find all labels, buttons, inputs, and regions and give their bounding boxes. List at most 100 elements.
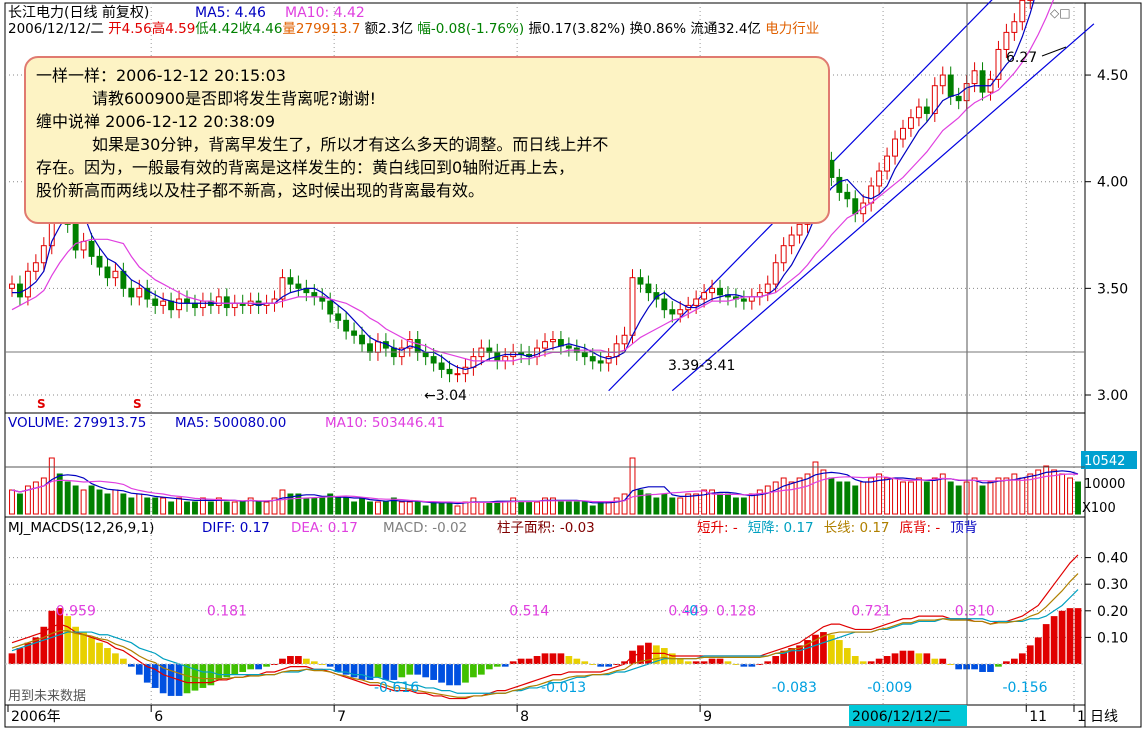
macd-bar <box>390 664 398 680</box>
candle-body <box>836 176 843 193</box>
macd-bar <box>493 664 501 667</box>
macd-value-label: -0.616 <box>374 680 419 696</box>
macd-bar <box>135 664 143 675</box>
candle-body <box>112 270 119 279</box>
macd-value-label: 0.721 <box>851 603 891 619</box>
candle-body <box>96 255 103 268</box>
macd-bar <box>796 645 803 664</box>
macd-value-label: 0.514 <box>509 603 549 619</box>
macd-bar <box>414 664 422 675</box>
macd-bar <box>231 664 239 675</box>
candle-body <box>184 298 190 304</box>
volume-bar <box>311 497 318 515</box>
macd-bar <box>653 645 660 664</box>
volume-bar <box>1011 473 1018 515</box>
volume-bar <box>367 501 373 515</box>
volume-bar <box>88 485 95 515</box>
macd-bar <box>501 664 509 667</box>
macd-bar <box>533 656 541 664</box>
long-line <box>11 573 1079 698</box>
volume-bar <box>279 489 286 515</box>
macd-bar <box>621 661 628 664</box>
candle-body <box>931 85 938 114</box>
macd-bar <box>557 653 565 664</box>
volume-bar <box>120 493 127 515</box>
volume-bar <box>725 493 731 515</box>
candle-body <box>939 74 946 87</box>
quote-line: 2006/12/12/二 开4.56高4.59低4.42收4.46量279913… <box>8 20 819 37</box>
macd-bar <box>629 650 636 664</box>
macd-bar <box>446 664 453 686</box>
candle-body <box>597 360 604 364</box>
candle-body <box>542 341 548 349</box>
macd-bar <box>120 658 127 664</box>
volume-bar <box>112 489 119 515</box>
period-label[interactable]: 日线 <box>1090 709 1118 725</box>
volume-bar <box>215 497 222 515</box>
candle-body <box>160 300 167 306</box>
volume-bar <box>478 501 485 515</box>
volume-bar <box>709 489 716 515</box>
candle-body <box>32 262 39 272</box>
candle-body <box>104 266 111 279</box>
volume-bar <box>48 457 55 515</box>
diff-line <box>11 554 1079 700</box>
volume-label: VOLUME: 279913.75 <box>8 415 146 431</box>
volume-bar <box>510 497 517 515</box>
volume-bar <box>613 497 620 515</box>
time-tick-label: 8 <box>520 709 529 725</box>
volume-ma10-line <box>11 473 1079 503</box>
volume-bar <box>287 493 294 515</box>
macd-bar <box>581 661 589 664</box>
candle-body <box>176 298 183 311</box>
candle-body <box>422 351 429 358</box>
volume-bar <box>1059 473 1066 515</box>
macd-bar <box>1026 645 1034 664</box>
candle-body <box>613 343 620 358</box>
volume-bar <box>955 485 962 515</box>
candle-body <box>199 300 206 309</box>
candle-body <box>860 202 867 215</box>
volume-bar <box>923 481 930 515</box>
candle-body <box>430 356 437 364</box>
volume-bar <box>1019 477 1026 515</box>
macd-bar <box>32 637 40 664</box>
macd-bar <box>112 653 119 664</box>
note-line-3: 缠中说禅 2006-12-12 20:38:09 <box>36 112 276 131</box>
volume-bar <box>72 485 79 515</box>
note-line-2: 请教600900是否即将发生背离呢?谢谢! <box>92 89 376 108</box>
window-controls-icon[interactable]: ◇□ <box>1050 6 1071 20</box>
macd-bar <box>462 664 469 683</box>
macd-bar <box>310 661 318 664</box>
candle-body <box>374 341 381 353</box>
candle-body <box>947 74 954 97</box>
macd-bar <box>613 664 620 665</box>
macd-tick-label: 0.40 <box>1097 551 1128 567</box>
time-tick-label: 2006年 <box>11 709 61 725</box>
volume-bar <box>1051 469 1058 515</box>
candle-body <box>9 283 15 289</box>
macd-bar <box>199 664 207 688</box>
macd-bar <box>1066 608 1074 664</box>
macd-bar <box>955 664 963 670</box>
macd-bar <box>1018 653 1026 664</box>
candle-body <box>995 48 1002 80</box>
volume-bar <box>486 501 493 515</box>
volume-bar <box>573 501 580 515</box>
candle-body <box>462 366 469 375</box>
candle-body <box>168 300 175 311</box>
volume-bar <box>414 501 421 515</box>
macd-bar <box>589 664 597 665</box>
volume-bar <box>534 501 540 515</box>
macd-value-label: -0.156 <box>1002 680 1047 696</box>
volume-bar <box>788 481 795 515</box>
macd-bar <box>382 664 390 680</box>
macd-bar <box>995 664 1002 667</box>
candle-body <box>406 339 413 349</box>
volume-bar <box>319 497 326 515</box>
candle-body <box>589 356 596 362</box>
volume-bar <box>780 477 787 515</box>
macd-bar <box>366 664 374 680</box>
volume-bar <box>207 501 214 515</box>
volume-bar <box>96 489 103 515</box>
